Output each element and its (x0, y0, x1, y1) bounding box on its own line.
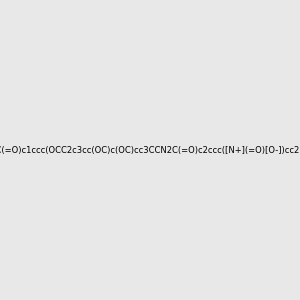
Text: COC(=O)c1ccc(OCC2c3cc(OC)c(OC)cc3CCN2C(=O)c2ccc([N+](=O)[O-])cc2)cc1: COC(=O)c1ccc(OCC2c3cc(OC)c(OC)cc3CCN2C(=… (0, 146, 300, 154)
